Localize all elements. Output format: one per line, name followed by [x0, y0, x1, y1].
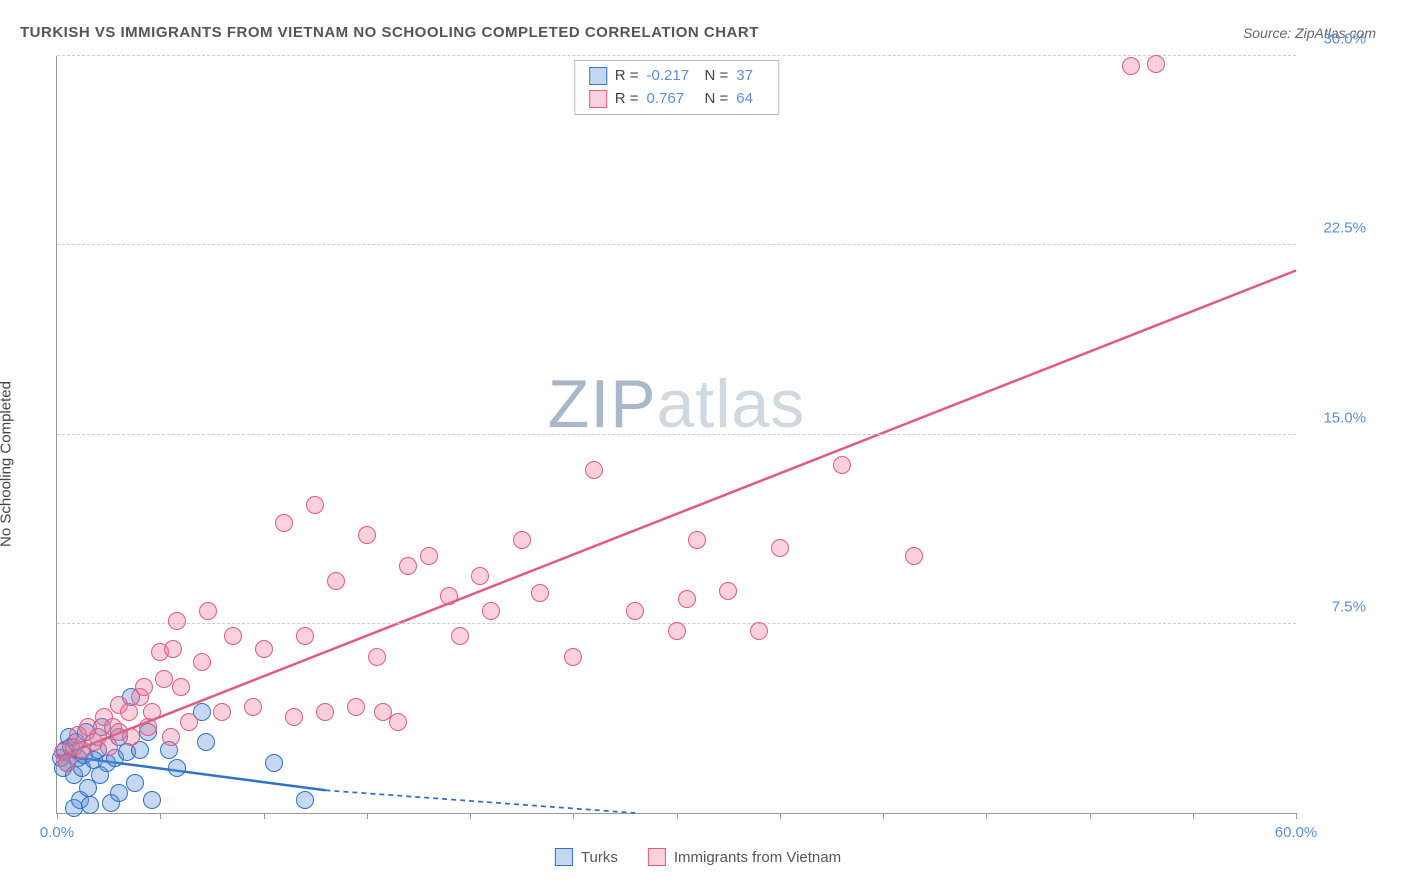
chart-title: TURKISH VS IMMIGRANTS FROM VIETNAM NO SC…	[20, 24, 759, 41]
x-tick	[780, 813, 781, 819]
data-point	[120, 703, 138, 721]
x-tick	[264, 813, 265, 819]
data-point	[316, 703, 334, 721]
data-point	[531, 584, 549, 602]
data-point	[358, 526, 376, 544]
x-tick	[573, 813, 574, 819]
data-point	[110, 784, 128, 802]
data-point	[750, 622, 768, 640]
data-point	[678, 590, 696, 608]
data-point	[585, 461, 603, 479]
data-point	[122, 728, 140, 746]
x-tick-label: 0.0%	[40, 824, 74, 841]
data-point	[327, 572, 345, 590]
data-point	[399, 557, 417, 575]
data-point	[482, 602, 500, 620]
data-point	[81, 796, 99, 814]
data-point	[626, 602, 644, 620]
correlation-legend: R =-0.217N =37R =0.767N =64	[574, 60, 780, 115]
x-tick	[986, 813, 987, 819]
legend-swatch	[589, 90, 607, 108]
data-point	[244, 698, 262, 716]
x-tick	[1193, 813, 1194, 819]
data-point	[139, 718, 157, 736]
x-tick	[367, 813, 368, 819]
y-axis-title: No Schooling Completed	[0, 381, 15, 547]
y-tick-label: 15.0%	[1306, 409, 1366, 426]
data-point	[135, 678, 153, 696]
legend-label: Turks	[581, 849, 618, 866]
data-point	[143, 703, 161, 721]
data-point	[471, 567, 489, 585]
data-point	[255, 640, 273, 658]
data-point	[155, 670, 173, 688]
data-point	[389, 713, 407, 731]
legend-row: R =0.767N =64	[589, 88, 765, 111]
data-point	[306, 496, 324, 514]
y-tick-label: 30.0%	[1306, 31, 1366, 48]
data-point	[347, 698, 365, 716]
data-point	[100, 738, 118, 756]
data-point	[143, 791, 161, 809]
legend-row: R =-0.217N =37	[589, 65, 765, 88]
data-point	[193, 653, 211, 671]
data-point	[275, 514, 293, 532]
series-legend: Turks Immigrants from Vietnam	[555, 848, 841, 866]
y-tick-label: 22.5%	[1306, 220, 1366, 237]
x-tick	[160, 813, 161, 819]
data-point	[513, 531, 531, 549]
x-tick-label: 60.0%	[1275, 824, 1318, 841]
data-point	[126, 774, 144, 792]
x-tick	[57, 813, 58, 819]
data-point	[199, 602, 217, 620]
legend-swatch	[648, 848, 666, 866]
data-point	[1147, 55, 1165, 73]
data-point	[296, 627, 314, 645]
x-tick	[883, 813, 884, 819]
data-point	[213, 703, 231, 721]
data-point	[162, 728, 180, 746]
y-tick-label: 7.5%	[1306, 598, 1366, 615]
plot-area: ZIPatlas R =-0.217N =37R =0.767N =64 7.5…	[56, 56, 1296, 814]
data-point	[905, 547, 923, 565]
grid-line	[57, 244, 1296, 245]
data-point	[164, 640, 182, 658]
data-point	[420, 547, 438, 565]
data-point	[440, 587, 458, 605]
data-point	[168, 612, 186, 630]
x-tick	[677, 813, 678, 819]
legend-item: Turks	[555, 848, 618, 866]
data-point	[296, 791, 314, 809]
legend-item: Immigrants from Vietnam	[648, 848, 841, 866]
data-point	[668, 622, 686, 640]
grid-line	[57, 434, 1296, 435]
x-tick	[1090, 813, 1091, 819]
data-point	[451, 627, 469, 645]
trend-lines	[57, 56, 1296, 813]
data-point	[180, 713, 198, 731]
data-point	[224, 627, 242, 645]
data-point	[197, 733, 215, 751]
x-tick	[470, 813, 471, 819]
data-point	[719, 582, 737, 600]
data-point	[771, 539, 789, 557]
data-point	[172, 678, 190, 696]
legend-swatch	[555, 848, 573, 866]
data-point	[688, 531, 706, 549]
x-tick	[1296, 813, 1297, 819]
data-point	[285, 708, 303, 726]
legend-label: Immigrants from Vietnam	[674, 849, 841, 866]
chart-container: No Schooling Completed ZIPatlas R =-0.21…	[20, 56, 1376, 872]
legend-swatch	[589, 67, 607, 85]
data-point	[265, 754, 283, 772]
data-point	[564, 648, 582, 666]
data-point	[833, 456, 851, 474]
data-point	[368, 648, 386, 666]
grid-line	[57, 55, 1296, 56]
data-point	[168, 759, 186, 777]
data-point	[1122, 57, 1140, 75]
